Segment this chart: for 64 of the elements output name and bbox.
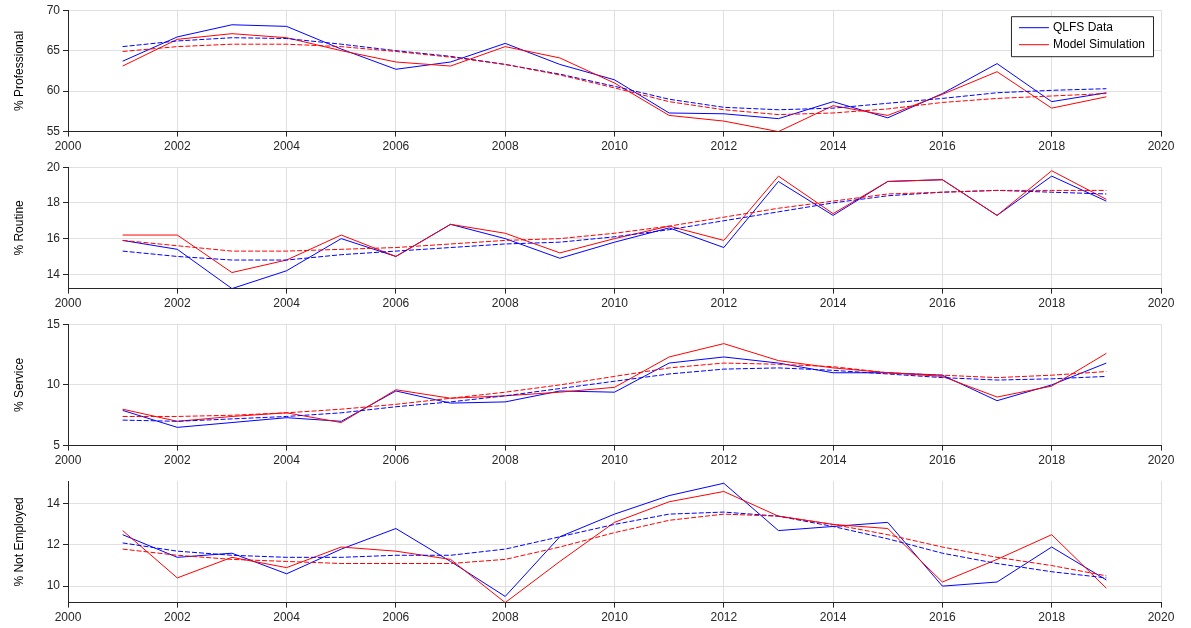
y-tick-label: 12	[46, 537, 61, 552]
y-axis-title: % Professional	[11, 30, 26, 111]
x-tick-label: 2012	[710, 453, 738, 468]
y-axis-title: % Routine	[11, 199, 26, 256]
x-tick-label: 2012	[710, 296, 738, 311]
y-tick-label: 14	[46, 496, 61, 511]
x-tick-label: 2020	[1147, 139, 1175, 154]
x-tick-label: 2008	[491, 296, 519, 311]
x-tick-label: 2000	[54, 296, 82, 311]
y-tick-label: 55	[46, 123, 61, 138]
legend-label: QLFS Data	[1052, 20, 1114, 35]
x-tick-label: 2016	[929, 296, 957, 311]
x-tick-label: 2000	[54, 139, 82, 154]
x-tick-label: 2002	[163, 296, 191, 311]
x-tick-label: 2018	[1038, 453, 1066, 468]
x-tick-label: 2010	[601, 296, 629, 311]
x-tick-label: 2004	[273, 296, 301, 311]
legend-label: Model Simulation	[1052, 37, 1145, 52]
y-tick-label: 65	[46, 42, 61, 57]
y-tick-label: 60	[46, 83, 61, 98]
y-tick-label: 70	[46, 2, 61, 17]
y-tick-label: 14	[46, 266, 61, 281]
y-axis-title: % Service	[11, 357, 26, 412]
y-tick-label: 20	[46, 159, 61, 174]
x-tick-label: 2010	[601, 453, 629, 468]
x-tick-label: 2008	[491, 610, 519, 625]
x-tick-label: 2004	[273, 139, 301, 154]
x-tick-label: 2016	[929, 610, 957, 625]
x-tick-label: 2014	[819, 610, 847, 625]
y-tick-label: 10	[46, 578, 61, 593]
x-tick-label: 2020	[1147, 453, 1175, 468]
x-tick-label: 2000	[54, 610, 82, 625]
x-tick-label: 2016	[929, 139, 957, 154]
x-tick-label: 2002	[163, 453, 191, 468]
x-tick-label: 2006	[382, 139, 410, 154]
x-tick-label: 2002	[163, 610, 191, 625]
y-tick-label: 18	[46, 195, 61, 210]
x-tick-label: 2018	[1038, 610, 1066, 625]
x-tick-label: 2000	[54, 453, 82, 468]
x-tick-label: 2006	[382, 610, 410, 625]
y-axis-title: % Not Employed	[11, 497, 26, 587]
x-tick-label: 2018	[1038, 296, 1066, 311]
x-tick-label: 2014	[819, 139, 847, 154]
x-tick-label: 2010	[601, 610, 629, 625]
y-tick-label: 15	[46, 316, 61, 331]
x-tick-label: 2006	[382, 296, 410, 311]
x-tick-label: 2020	[1147, 610, 1175, 625]
y-tick-label: 16	[46, 230, 61, 245]
x-tick-label: 2018	[1038, 139, 1066, 154]
x-tick-label: 2012	[710, 139, 738, 154]
x-tick-label: 2016	[929, 453, 957, 468]
x-tick-label: 2008	[491, 453, 519, 468]
x-tick-label: 2008	[491, 139, 519, 154]
x-tick-label: 2002	[163, 139, 191, 154]
x-tick-label: 2010	[601, 139, 629, 154]
x-tick-label: 2020	[1147, 296, 1175, 311]
y-tick-label: 5	[53, 437, 61, 452]
x-tick-label: 2014	[819, 296, 847, 311]
x-tick-label: 2006	[382, 453, 410, 468]
x-tick-label: 2012	[710, 610, 738, 625]
x-tick-label: 2004	[273, 610, 301, 625]
y-tick-label: 10	[46, 377, 61, 392]
x-tick-label: 2014	[819, 453, 847, 468]
x-tick-label: 2004	[273, 453, 301, 468]
